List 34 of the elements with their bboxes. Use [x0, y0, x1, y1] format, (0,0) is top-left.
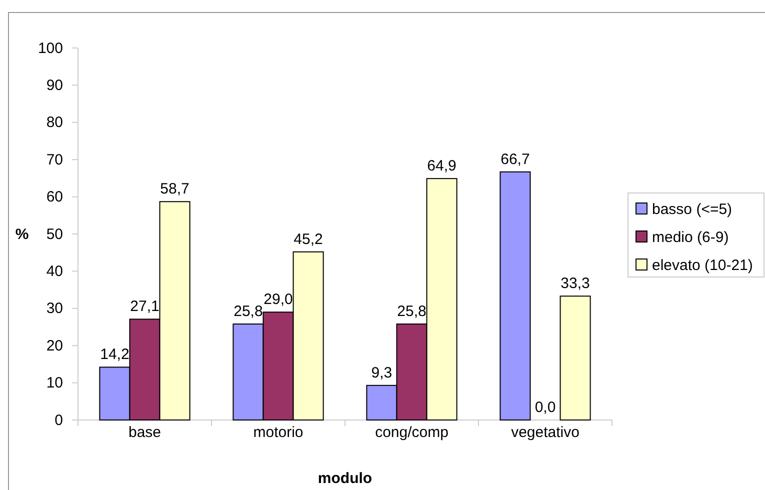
- data-label: 14,2: [100, 346, 130, 364]
- data-label: 9,3: [371, 364, 392, 382]
- data-label: 58,7: [160, 180, 190, 198]
- y-tick-label: 60: [46, 188, 63, 206]
- legend-label: basso (<=5): [652, 201, 732, 218]
- data-label: 29,0: [264, 291, 293, 308]
- x-tick-label: base: [128, 424, 162, 441]
- data-label: 0,0: [534, 399, 556, 416]
- bar: [500, 171, 531, 420]
- y-tick-label: 40: [46, 263, 63, 280]
- x-axis-title: modulo: [318, 470, 372, 487]
- legend-label: medio (6-9): [652, 229, 729, 246]
- legend-label: elevato (10-21): [652, 257, 753, 274]
- data-label: 27,1: [130, 298, 160, 316]
- y-tick-label: 70: [46, 151, 63, 168]
- y-tick-label: 80: [46, 114, 63, 132]
- y-axis-title: %: [15, 226, 29, 243]
- x-tick-label: motorio: [253, 424, 304, 441]
- data-label: 25,8: [397, 303, 426, 320]
- data-label: 33,3: [560, 275, 590, 292]
- data-label: 45,2: [294, 230, 323, 248]
- data-label: 64,9: [427, 158, 456, 175]
- y-tick-label: 30: [46, 300, 63, 318]
- y-tick-label: 100: [38, 40, 63, 57]
- y-tick-label: 10: [46, 374, 63, 392]
- x-tick-label: vegetativo: [511, 424, 580, 441]
- bar: [560, 296, 591, 420]
- x-tick-label: cong/comp: [375, 424, 448, 441]
- data-label: 25,8: [234, 303, 263, 320]
- y-tick-label: 90: [46, 77, 63, 94]
- y-tick-label: 0: [54, 412, 63, 429]
- y-tick-label: 50: [46, 226, 63, 243]
- data-label: 66,7: [500, 150, 530, 168]
- y-tick-label: 20: [46, 337, 63, 354]
